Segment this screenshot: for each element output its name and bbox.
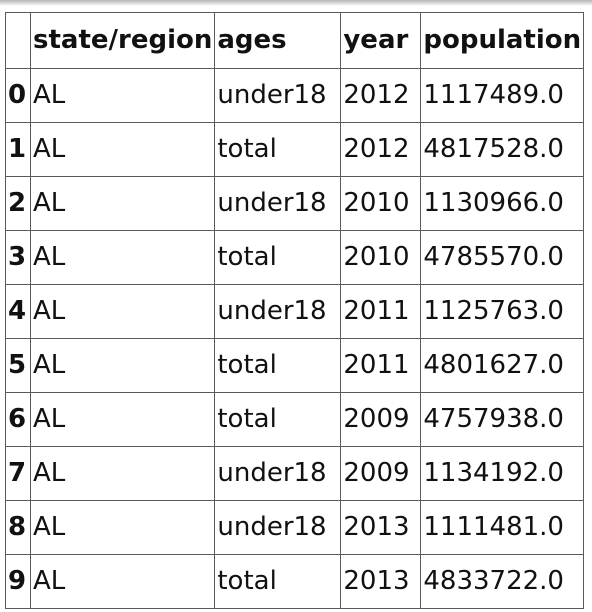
cell-year: 2011: [340, 338, 422, 393]
cell-state-region: AL: [29, 122, 216, 177]
cell-year: 2010: [340, 176, 422, 231]
dataframe-table: state/region ages year population 0 AL u…: [5, 12, 585, 609]
row-index: 7: [5, 446, 31, 501]
cell-population: 4785570.0: [420, 230, 585, 285]
cell-ages: total: [214, 338, 342, 393]
cell-year: 2012: [340, 122, 422, 177]
cell-year: 2013: [340, 500, 422, 555]
cell-ages: total: [214, 122, 342, 177]
cell-year: 2012: [340, 68, 422, 123]
cell-year: 2013: [340, 554, 422, 609]
cell-ages: under18: [214, 68, 342, 123]
cell-state-region: AL: [29, 68, 216, 123]
cell-year: 2011: [340, 284, 422, 339]
row-index: 3: [5, 230, 31, 285]
cell-population: 4801627.0: [420, 338, 585, 393]
cell-ages: total: [214, 230, 342, 285]
cell-population: 1130966.0: [420, 176, 585, 231]
row-index: 5: [5, 338, 31, 393]
cell-state-region: AL: [29, 500, 216, 555]
table-row: 6 AL total 2009 4757938.0: [5, 392, 585, 447]
row-index: 1: [5, 122, 31, 177]
cell-population: 1134192.0: [420, 446, 585, 501]
column-header-population: population: [420, 12, 585, 69]
column-header-year: year: [340, 12, 422, 69]
row-index: 4: [5, 284, 31, 339]
table-row: 4 AL under18 2011 1125763.0: [5, 284, 585, 339]
cell-population: 1111481.0: [420, 500, 585, 555]
cropped-header-edge: [0, 0, 592, 6]
cell-population: 1117489.0: [420, 68, 585, 123]
column-header-state-region: state/region: [29, 12, 216, 69]
cell-ages: under18: [214, 284, 342, 339]
cell-state-region: AL: [29, 284, 216, 339]
table-row: 3 AL total 2010 4785570.0: [5, 230, 585, 285]
row-index: 8: [5, 500, 31, 555]
table-row: 1 AL total 2012 4817528.0: [5, 122, 585, 177]
table-body: 0 AL under18 2012 1117489.0 1 AL total 2…: [5, 68, 585, 609]
cell-state-region: AL: [29, 176, 216, 231]
cell-population: 4817528.0: [420, 122, 585, 177]
cell-year: 2009: [340, 392, 422, 447]
cell-ages: total: [214, 392, 342, 447]
cell-ages: under18: [214, 500, 342, 555]
row-index: 0: [5, 68, 31, 123]
cell-state-region: AL: [29, 554, 216, 609]
header-row: state/region ages year population: [5, 12, 585, 69]
table-row: 5 AL total 2011 4801627.0: [5, 338, 585, 393]
table-row: 9 AL total 2013 4833722.0: [5, 554, 585, 609]
cell-state-region: AL: [29, 338, 216, 393]
cell-state-region: AL: [29, 230, 216, 285]
cell-year: 2010: [340, 230, 422, 285]
cell-state-region: AL: [29, 446, 216, 501]
cell-population: 4833722.0: [420, 554, 585, 609]
index-header: [5, 12, 31, 69]
cell-year: 2009: [340, 446, 422, 501]
cell-state-region: AL: [29, 392, 216, 447]
table-row: 2 AL under18 2010 1130966.0: [5, 176, 585, 231]
cell-ages: under18: [214, 446, 342, 501]
row-index: 2: [5, 176, 31, 231]
cell-ages: under18: [214, 176, 342, 231]
cell-population: 1125763.0: [420, 284, 585, 339]
row-index: 6: [5, 392, 31, 447]
table-row: 8 AL under18 2013 1111481.0: [5, 500, 585, 555]
cell-ages: total: [214, 554, 342, 609]
table-row: 7 AL under18 2009 1134192.0: [5, 446, 585, 501]
table-row: 0 AL under18 2012 1117489.0: [5, 68, 585, 123]
cell-population: 4757938.0: [420, 392, 585, 447]
table-header: state/region ages year population: [5, 12, 585, 69]
column-header-ages: ages: [214, 12, 342, 69]
row-index: 9: [5, 554, 31, 609]
